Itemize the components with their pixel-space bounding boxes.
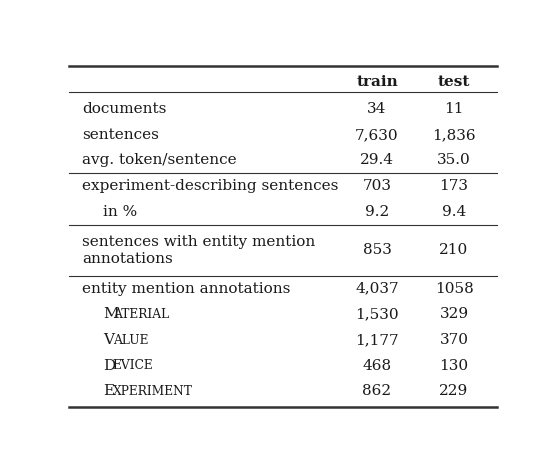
Text: 703: 703 xyxy=(363,179,391,193)
Text: 34: 34 xyxy=(367,102,387,116)
Text: 210: 210 xyxy=(439,243,469,257)
Text: experiment-describing sentences: experiment-describing sentences xyxy=(82,179,338,193)
Text: 173: 173 xyxy=(439,179,469,193)
Text: 9.4: 9.4 xyxy=(442,205,466,219)
Text: entity mention annotations: entity mention annotations xyxy=(82,282,290,296)
Text: 29.4: 29.4 xyxy=(360,153,394,168)
Text: sentences: sentences xyxy=(82,128,159,142)
Text: avg. token/sentence: avg. token/sentence xyxy=(82,153,236,168)
Text: 329: 329 xyxy=(439,307,469,321)
Text: ATERIAL: ATERIAL xyxy=(113,308,169,321)
Text: E: E xyxy=(103,385,114,398)
Text: 370: 370 xyxy=(439,333,469,347)
Text: 862: 862 xyxy=(363,385,391,398)
Text: 130: 130 xyxy=(439,359,469,373)
Text: test: test xyxy=(438,75,470,89)
Text: sentences with entity mention
annotations: sentences with entity mention annotation… xyxy=(82,235,315,266)
Text: 1058: 1058 xyxy=(434,282,474,296)
Text: 1,530: 1,530 xyxy=(355,307,399,321)
Text: 1,177: 1,177 xyxy=(355,333,399,347)
Text: 7,630: 7,630 xyxy=(355,128,399,142)
Text: ALUE: ALUE xyxy=(113,334,148,347)
Text: D: D xyxy=(103,359,115,373)
Text: 468: 468 xyxy=(363,359,391,373)
Text: XPERIMENT: XPERIMENT xyxy=(113,385,193,398)
Text: EVICE: EVICE xyxy=(113,359,153,372)
Text: train: train xyxy=(356,75,398,89)
Text: M: M xyxy=(103,307,119,321)
Text: 35.0: 35.0 xyxy=(437,153,471,168)
Text: V: V xyxy=(103,333,114,347)
Text: documents: documents xyxy=(82,102,166,116)
Text: 11: 11 xyxy=(444,102,464,116)
Text: in %: in % xyxy=(103,205,137,219)
Text: 1,836: 1,836 xyxy=(432,128,476,142)
Text: 9.2: 9.2 xyxy=(365,205,389,219)
Text: 853: 853 xyxy=(363,243,391,257)
Text: 4,037: 4,037 xyxy=(355,282,399,296)
Text: 229: 229 xyxy=(439,385,469,398)
